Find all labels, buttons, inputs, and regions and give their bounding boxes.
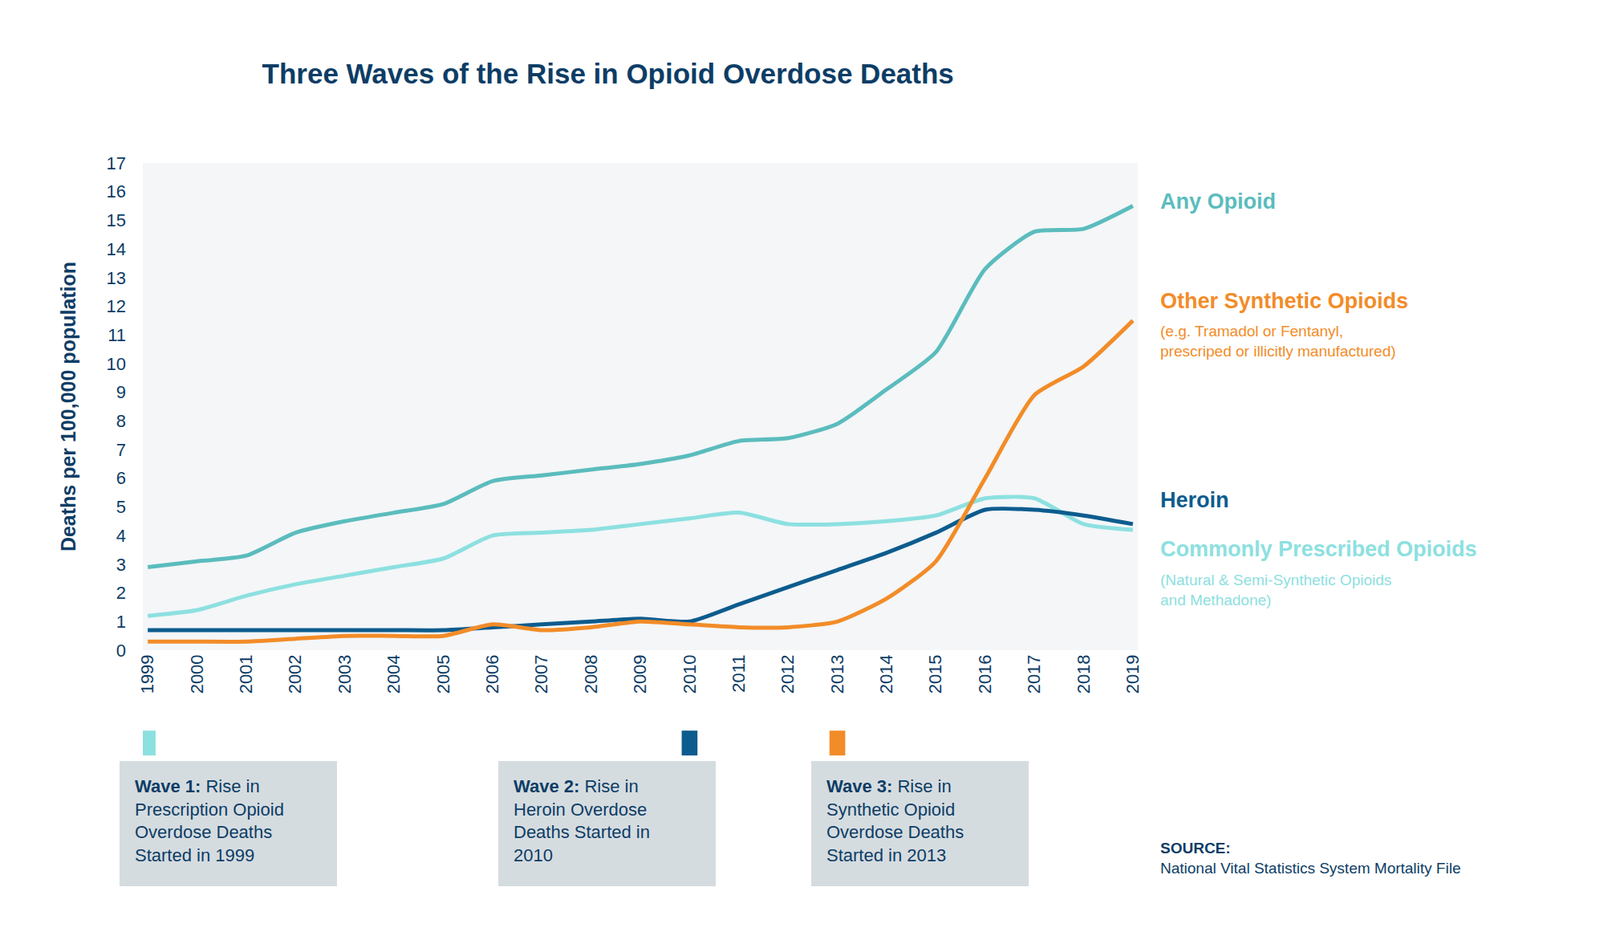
svg-text:14: 14	[106, 239, 126, 260]
svg-text:2014: 2014	[876, 653, 897, 694]
svg-text:Other Synthetic Opioids: Other Synthetic Opioids	[1160, 288, 1409, 313]
svg-text:2016: 2016	[974, 653, 995, 694]
svg-text:15: 15	[106, 210, 126, 231]
svg-text:2004: 2004	[383, 653, 404, 694]
svg-text:Heroin: Heroin	[1160, 487, 1230, 512]
svg-text:2002: 2002	[284, 653, 305, 694]
svg-text:0: 0	[116, 640, 126, 661]
svg-text:2007: 2007	[531, 653, 552, 694]
svg-text:Deaths per 100,000 population: Deaths per 100,000 population	[56, 261, 80, 552]
svg-text:5: 5	[116, 496, 126, 517]
svg-text:9: 9	[116, 381, 126, 403]
svg-text:Wave 2: Rise inHeroin Overdose: Wave 2: Rise inHeroin OverdoseDeaths Sta…	[513, 775, 650, 865]
svg-text:(Natural & Semi-Synthetic Opio: (Natural & Semi-Synthetic Opioidsand Met…	[1160, 571, 1392, 609]
svg-text:2009: 2009	[629, 653, 650, 694]
svg-text:2019: 2019	[1122, 653, 1143, 694]
svg-text:(e.g. Tramadol or Fentanyl,pre: (e.g. Tramadol or Fentanyl,prescriped or…	[1160, 322, 1397, 360]
svg-text:17: 17	[106, 153, 126, 174]
svg-text:13: 13	[106, 268, 126, 289]
svg-text:Wave 3: Rise inSynthetic Opioi: Wave 3: Rise inSynthetic OpioidOverdose …	[826, 775, 964, 865]
svg-text:1999: 1999	[137, 653, 158, 694]
svg-text:2018: 2018	[1073, 653, 1094, 694]
svg-text:Three Waves of the Rise in Opi: Three Waves of the Rise in Opioid Overdo…	[262, 57, 955, 90]
svg-text:2011: 2011	[728, 653, 749, 692]
svg-text:2005: 2005	[433, 653, 454, 694]
svg-text:10: 10	[106, 353, 126, 374]
svg-text:2017: 2017	[1023, 653, 1044, 694]
svg-text:2000: 2000	[186, 653, 208, 694]
svg-text:6: 6	[116, 467, 126, 488]
svg-text:7: 7	[116, 439, 126, 460]
svg-text:2012: 2012	[777, 653, 798, 694]
svg-text:4: 4	[116, 525, 126, 546]
svg-text:3: 3	[116, 554, 126, 575]
svg-text:Commonly Prescribed Opioids: Commonly Prescribed Opioids	[1160, 536, 1478, 561]
svg-text:2001: 2001	[235, 653, 256, 694]
svg-text:Wave 1: Rise inPrescription Op: Wave 1: Rise inPrescription OpioidOverdo…	[134, 775, 285, 865]
svg-text:SOURCE:National Vital Statisti: SOURCE:National Vital Statistics System …	[1160, 839, 1462, 877]
svg-text:2010: 2010	[679, 653, 700, 694]
svg-text:8: 8	[116, 410, 126, 431]
svg-text:2013: 2013	[827, 653, 848, 694]
svg-text:2: 2	[116, 582, 126, 603]
svg-text:16: 16	[106, 181, 126, 202]
svg-text:Any Opioid: Any Opioid	[1160, 189, 1276, 214]
svg-text:1: 1	[116, 611, 126, 632]
svg-text:2003: 2003	[334, 653, 355, 694]
svg-text:2006: 2006	[482, 653, 503, 694]
svg-text:11: 11	[107, 324, 126, 346]
svg-text:2015: 2015	[925, 653, 946, 694]
svg-text:12: 12	[106, 296, 126, 317]
svg-text:2008: 2008	[580, 653, 602, 694]
